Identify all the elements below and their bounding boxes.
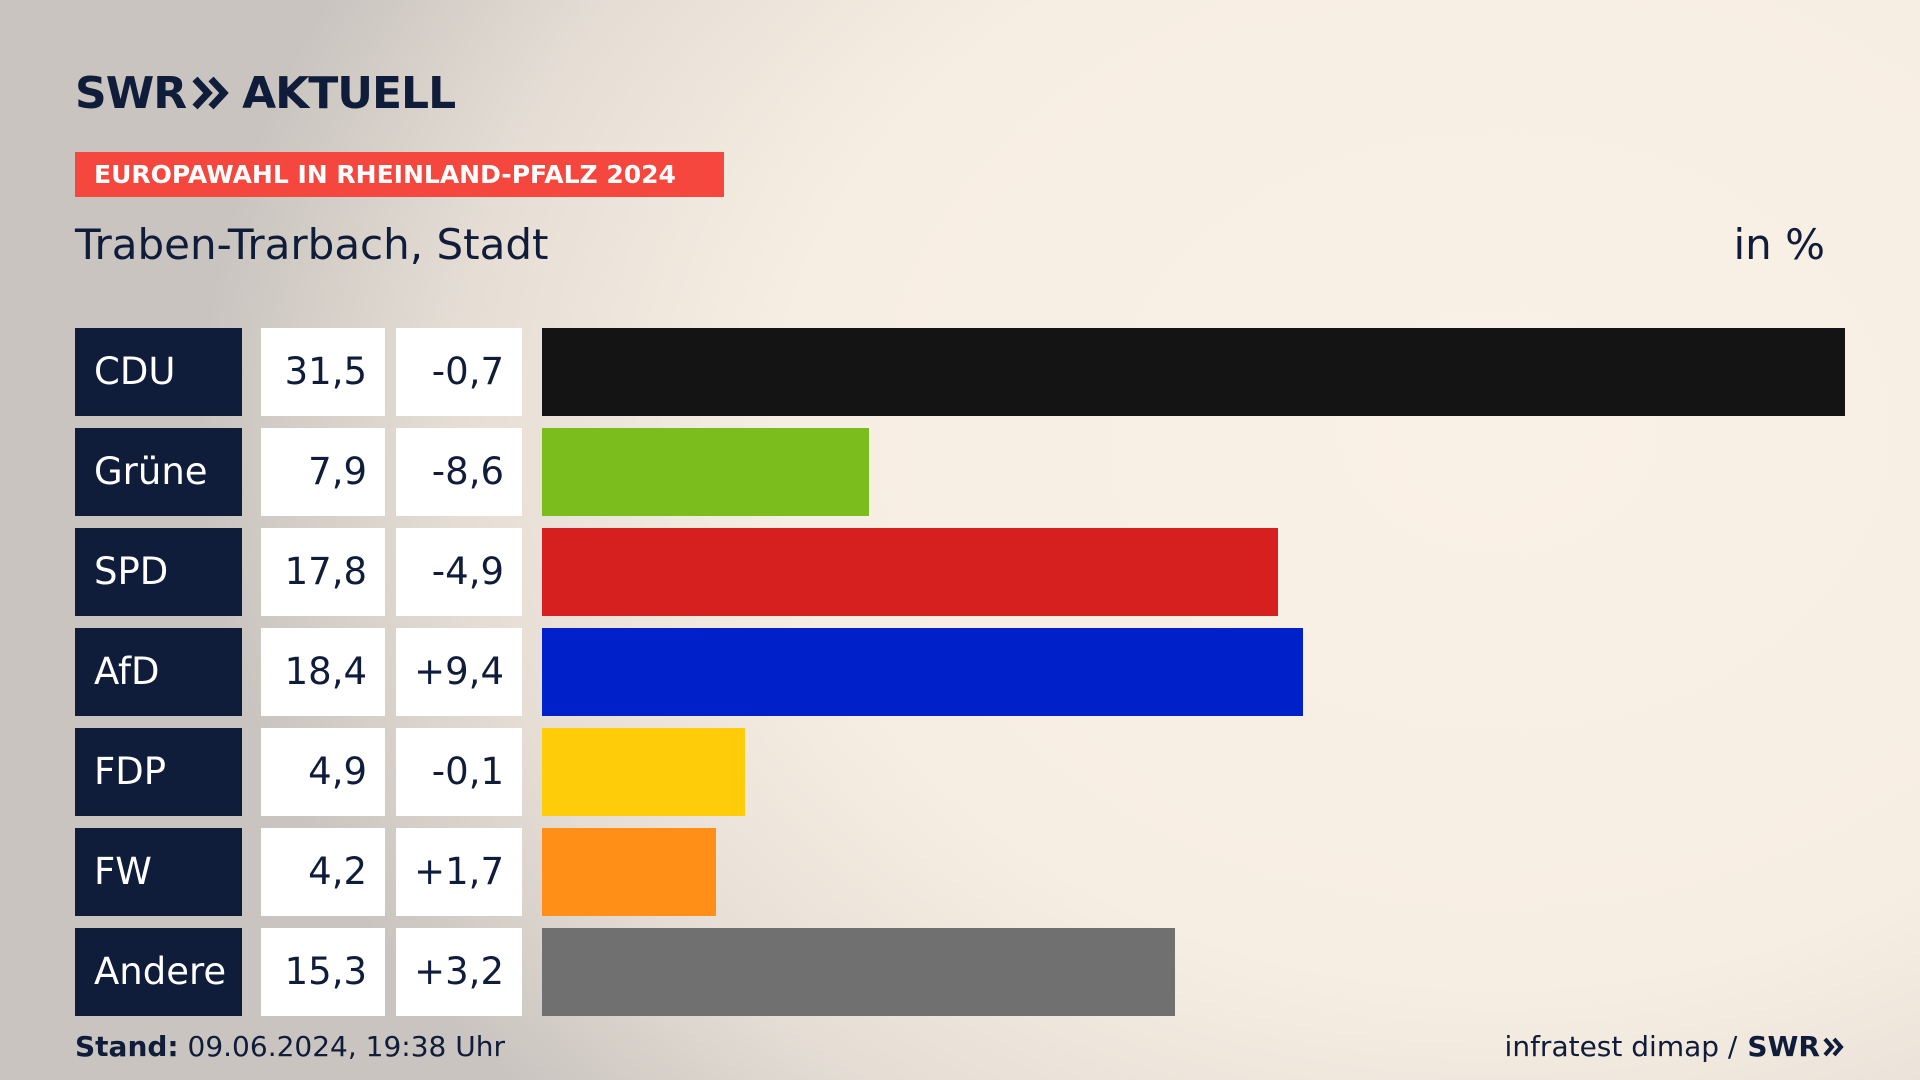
result-bar [542,928,1175,1016]
result-row: SPD 17,8 -4,9 [75,528,1845,616]
vote-share-value: 18,4 [261,628,385,716]
vote-share-value: 17,8 [261,528,385,616]
vote-share-value: 7,9 [261,428,385,516]
logo-swr-text: SWR [75,67,187,119]
vote-share-value: 15,3 [261,928,385,1016]
result-bar [542,728,745,816]
result-row: AfD 18,4 +9,4 [75,628,1845,716]
party-label: CDU [75,328,242,416]
change-value: -0,1 [396,728,522,816]
stand-value: 09.06.2024, 19:38 Uhr [187,1030,505,1063]
vote-share-value: 4,9 [261,728,385,816]
change-value: -0,7 [396,328,522,416]
party-label: SPD [75,528,242,616]
change-value: -8,6 [396,428,522,516]
swr-small-text: SWR [1747,1030,1820,1063]
results-chart: CDU 31,5 -0,7 Grüne 7,9 -8,6 SPD 17,8 -4,9 AfD 18,… [75,328,1845,1028]
vote-share-value: 4,2 [261,828,385,916]
vote-share-value: 31,5 [261,328,385,416]
double-chevron-icon [192,76,230,110]
result-row: Grüne 7,9 -8,6 [75,428,1845,516]
small-chevron-icon [1823,1037,1844,1056]
result-row: FW 4,2 +1,7 [75,828,1845,916]
party-label: FW [75,828,242,916]
chart-subtitle: Traben-Trarbach, Stadt [75,220,549,269]
result-row: FDP 4,9 -0,1 [75,728,1845,816]
unit-label: in % [1733,220,1825,269]
swr-aktuell-logo: SWR AKTUELL [75,67,456,119]
result-row: Andere 15,3 +3,2 [75,928,1845,1016]
stand-label: Stand: [75,1030,179,1063]
source-credit: infratest dimap / SWR [1505,1030,1845,1063]
result-bar [542,428,869,516]
change-value: +3,2 [396,928,522,1016]
result-bar [542,528,1278,616]
source-text: infratest dimap / [1504,1030,1738,1063]
swr-small-logo: SWR [1747,1030,1845,1063]
result-row: CDU 31,5 -0,7 [75,328,1845,416]
party-label: Grüne [75,428,242,516]
result-bar [542,328,1845,416]
party-label: Andere [75,928,242,1016]
party-label: FDP [75,728,242,816]
election-banner: EUROPAWAHL IN RHEINLAND-PFALZ 2024 [75,152,724,197]
result-bar [542,828,716,916]
change-value: -4,9 [396,528,522,616]
timestamp: Stand: 09.06.2024, 19:38 Uhr [75,1030,505,1063]
change-value: +9,4 [396,628,522,716]
result-bar [542,628,1303,716]
change-value: +1,7 [396,828,522,916]
party-label: AfD [75,628,242,716]
logo-aktuell-text: AKTUELL [242,67,456,119]
